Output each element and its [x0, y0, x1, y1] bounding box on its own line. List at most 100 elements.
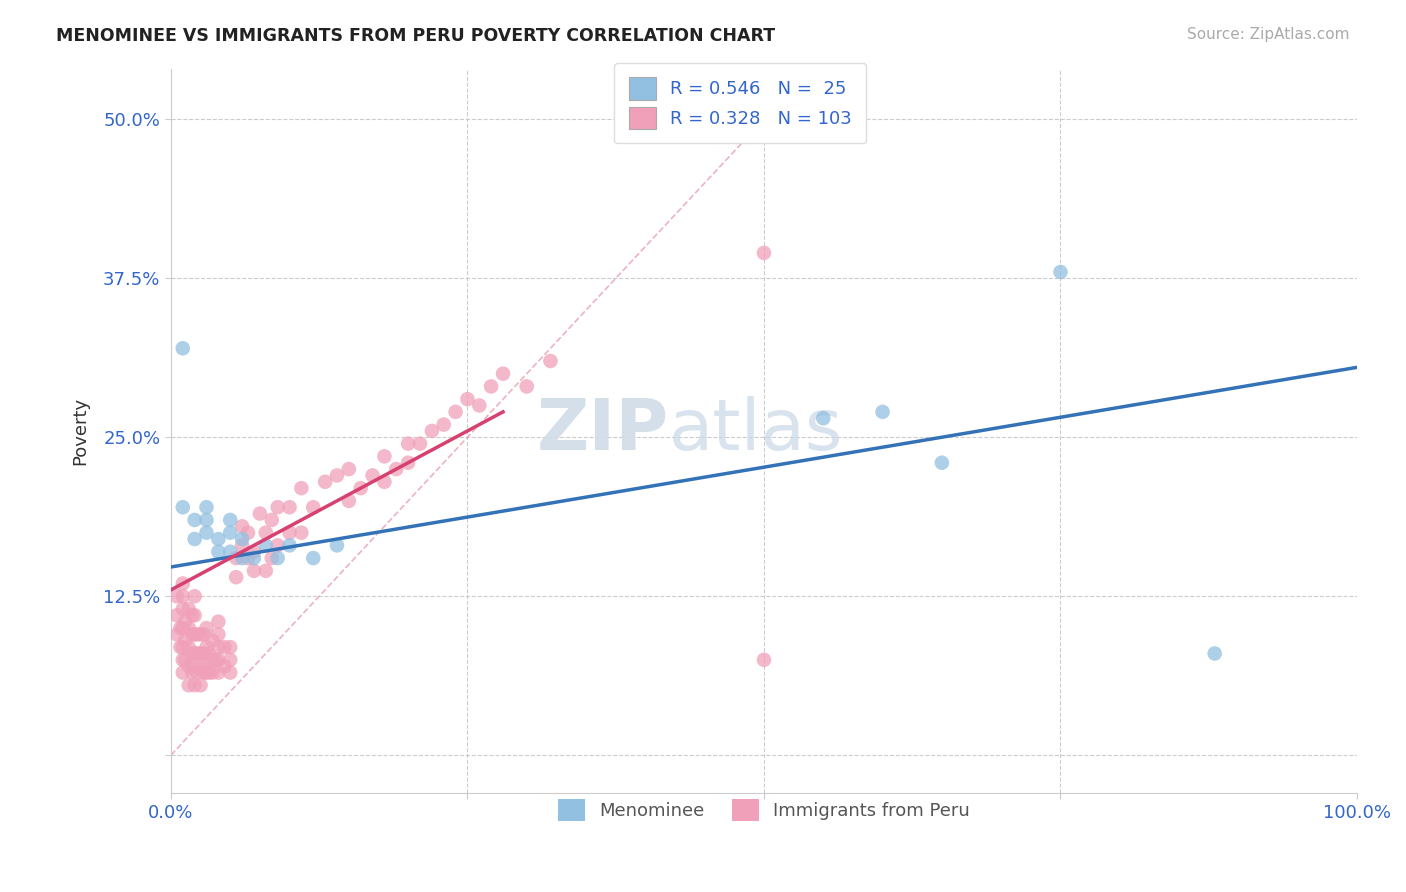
Point: [219, 525, 242, 540]
Point: [195, 513, 218, 527]
Point: [290, 525, 312, 540]
Point: [195, 500, 218, 515]
Point: [219, 653, 242, 667]
Point: [278, 538, 301, 552]
Point: [302, 500, 325, 515]
Point: [186, 627, 208, 641]
Point: [243, 545, 266, 559]
Point: [177, 659, 200, 673]
Point: [172, 341, 194, 355]
Point: [172, 653, 194, 667]
Point: [516, 379, 538, 393]
Point: [190, 647, 212, 661]
Point: [278, 525, 301, 540]
Point: [183, 627, 205, 641]
Point: [172, 576, 194, 591]
Point: [260, 551, 283, 566]
Point: [193, 647, 215, 661]
Point: [225, 551, 247, 566]
Point: [236, 551, 259, 566]
Point: [396, 456, 419, 470]
Point: [444, 405, 467, 419]
Point: [177, 678, 200, 692]
Point: [225, 570, 247, 584]
Point: [183, 589, 205, 603]
Point: [190, 678, 212, 692]
Point: [214, 640, 236, 654]
Point: [166, 627, 188, 641]
Point: [201, 633, 224, 648]
Point: [326, 468, 349, 483]
Point: [169, 621, 191, 635]
Point: [183, 659, 205, 673]
Point: [540, 354, 562, 368]
Point: [195, 665, 218, 680]
Point: [181, 665, 204, 680]
Point: [195, 525, 218, 540]
Point: [373, 450, 395, 464]
Point: [177, 602, 200, 616]
Point: [236, 525, 259, 540]
Point: [186, 647, 208, 661]
Point: [174, 653, 197, 667]
Point: [205, 653, 228, 667]
Point: [172, 602, 194, 616]
Point: [931, 456, 953, 470]
Point: [337, 494, 360, 508]
Point: [231, 538, 253, 552]
Point: [195, 621, 218, 635]
Legend: Menominee, Immigrants from Peru: Menominee, Immigrants from Peru: [544, 784, 984, 835]
Point: [193, 627, 215, 641]
Point: [266, 538, 288, 552]
Text: Source: ZipAtlas.com: Source: ZipAtlas.com: [1187, 27, 1350, 42]
Point: [266, 500, 288, 515]
Point: [243, 551, 266, 566]
Point: [172, 665, 194, 680]
Point: [207, 627, 229, 641]
Point: [181, 627, 204, 641]
Point: [266, 551, 288, 566]
Point: [207, 665, 229, 680]
Point: [207, 615, 229, 629]
Point: [183, 647, 205, 661]
Point: [201, 665, 224, 680]
Point: [177, 640, 200, 654]
Point: [190, 627, 212, 641]
Point: [314, 475, 336, 489]
Point: [231, 519, 253, 533]
Point: [207, 545, 229, 559]
Text: atlas: atlas: [669, 396, 844, 466]
Point: [337, 462, 360, 476]
Point: [207, 640, 229, 654]
Point: [254, 538, 277, 552]
Point: [207, 532, 229, 546]
Point: [166, 608, 188, 623]
Point: [231, 532, 253, 546]
Point: [183, 513, 205, 527]
Point: [813, 411, 835, 425]
Point: [172, 500, 194, 515]
Point: [219, 513, 242, 527]
Point: [361, 468, 384, 483]
Point: [195, 653, 218, 667]
Point: [177, 621, 200, 635]
Point: [479, 379, 502, 393]
Text: ZIP: ZIP: [537, 396, 669, 466]
Point: [1049, 265, 1071, 279]
Point: [1204, 647, 1226, 661]
Point: [219, 545, 242, 559]
Point: [456, 392, 478, 406]
Point: [278, 500, 301, 515]
Point: [214, 659, 236, 673]
Point: [190, 659, 212, 673]
Point: [752, 653, 775, 667]
Point: [181, 647, 204, 661]
Text: MENOMINEE VS IMMIGRANTS FROM PERU POVERTY CORRELATION CHART: MENOMINEE VS IMMIGRANTS FROM PERU POVERT…: [56, 27, 775, 45]
Point: [872, 405, 894, 419]
Point: [254, 525, 277, 540]
Point: [468, 399, 491, 413]
Point: [254, 564, 277, 578]
Point: [231, 551, 253, 566]
Point: [433, 417, 456, 432]
Point: [260, 513, 283, 527]
